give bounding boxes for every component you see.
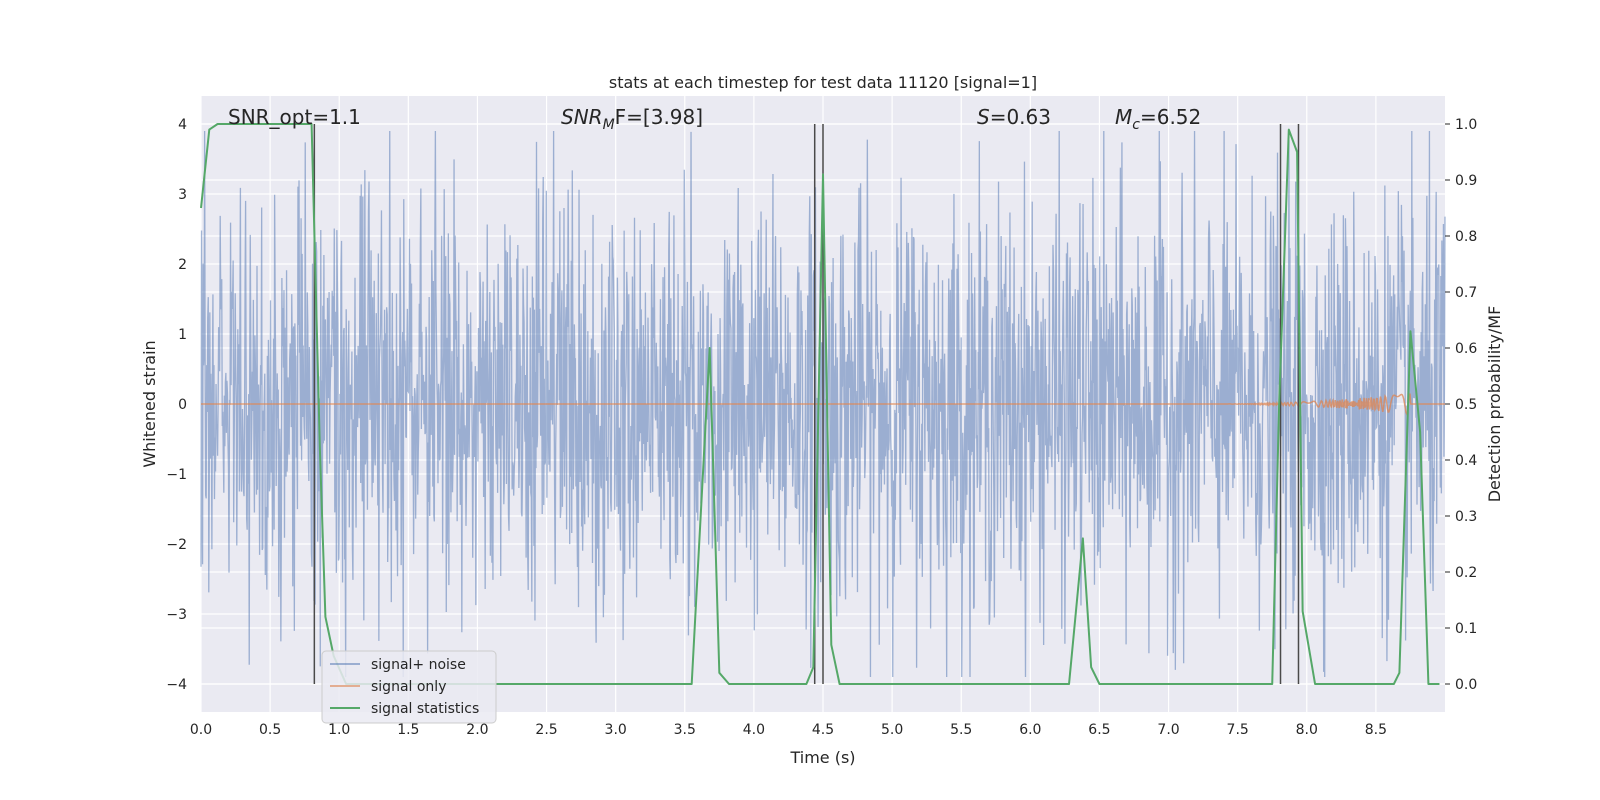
annotation-mc-base: M [1115,105,1132,129]
annotation-snr-mf-sub: M [603,117,615,133]
y-tick-label-left: −2 [166,537,187,553]
x-tick-label: 5.5 [950,722,972,738]
y-tick-label-right: 0.3 [1455,509,1477,525]
y-tick-label-right: 1.0 [1455,117,1477,133]
chart-title: stats at each timestep for test data 111… [609,73,1037,92]
y-tick-label-right: 0.7 [1455,285,1477,301]
x-tick-label: 5.0 [881,722,903,738]
y-tick-label-right: 0.4 [1455,453,1477,469]
y-tick-label-right: 0.6 [1455,341,1477,357]
y-tick-label-left: −1 [166,467,187,483]
x-tick-label: 0.5 [259,722,281,738]
left-y-axis-ticks: 4 3 2 1 0 −1 −2 −3 −4 [166,117,187,693]
x-tick-label: 1.0 [328,722,350,738]
x-tick-label: 2.0 [466,722,488,738]
right-y-axis-ticks: 1.0 0.9 0.8 0.7 0.6 0.5 0.4 0.3 0.2 0.1 0.0 [1445,117,1477,693]
legend-label-signal: signal only [371,679,446,695]
annotation-mc-tail: =6.52 [1140,105,1201,129]
y-tick-label-left: 4 [178,117,187,133]
annotation-snr-mf-tail: F=[3.98] [615,105,703,129]
legend-box [321,650,497,724]
y-tick-label-left: 2 [178,257,187,273]
annotation-snr-mf-base: SNR [561,105,603,129]
x-tick-label: 7.5 [1227,722,1249,738]
x-tick-label: 3.5 [674,722,696,738]
x-tick-label: 4.0 [743,722,765,738]
y-axis-label-left: Whitened strain [140,340,159,467]
x-tick-label: 3.0 [605,722,627,738]
x-tick-label: 2.5 [535,722,557,738]
legend: signal+ noise signal only signal statist… [321,650,497,724]
x-tick-label: 4.5 [812,722,834,738]
y-tick-label-right: 0.8 [1455,229,1477,245]
annotation-mc-sub: c [1132,117,1140,133]
x-axis-ticks: 0.0 0.5 1.0 1.5 2.0 2.5 3.0 3.5 4.0 4.5 5.0 5.5 6.0 6… [190,722,1387,738]
annotation-mc: Mc=6.52 [1115,105,1201,133]
y-tick-label-right: 0.1 [1455,621,1477,637]
x-tick-label: 6.5 [1088,722,1110,738]
y-tick-label-left: −4 [166,677,187,693]
y-axis-label-right: Detection probability/MF [1485,306,1504,503]
statistics-series [200,123,1440,685]
y-tick-label-right: 0.5 [1455,397,1477,413]
legend-label-noise: signal+ noise [371,657,466,673]
x-tick-label: 8.0 [1296,722,1318,738]
x-tick-label: 6.0 [1019,722,1041,738]
y-tick-label-right: 0.9 [1455,173,1477,189]
x-tick-label: 8.5 [1365,722,1387,738]
annotation-s: S=0.63 [977,105,1051,129]
annotation-snr-mf: SNRMF=[3.98] [561,105,703,133]
annotation-snr-opt: SNR_opt=1.1 [228,105,361,129]
legend-label-stats: signal statistics [371,701,479,717]
x-tick-label: 0.0 [190,722,212,738]
y-tick-label-left: −3 [166,607,187,623]
y-tick-label-right: 0.2 [1455,565,1477,581]
statistics-line [200,123,1440,685]
y-tick-label-left: 3 [178,187,187,203]
y-tick-label-right: 0.0 [1455,677,1477,693]
annotation-s-base: S [977,105,990,129]
annotation-s-tail: =0.63 [990,105,1051,129]
y-tick-label-left: 0 [178,397,187,413]
x-tick-label: 7.0 [1157,722,1179,738]
x-tick-label: 1.5 [397,722,419,738]
y-tick-label-left: 1 [178,327,187,343]
x-axis-label: Time (s) [789,748,855,767]
